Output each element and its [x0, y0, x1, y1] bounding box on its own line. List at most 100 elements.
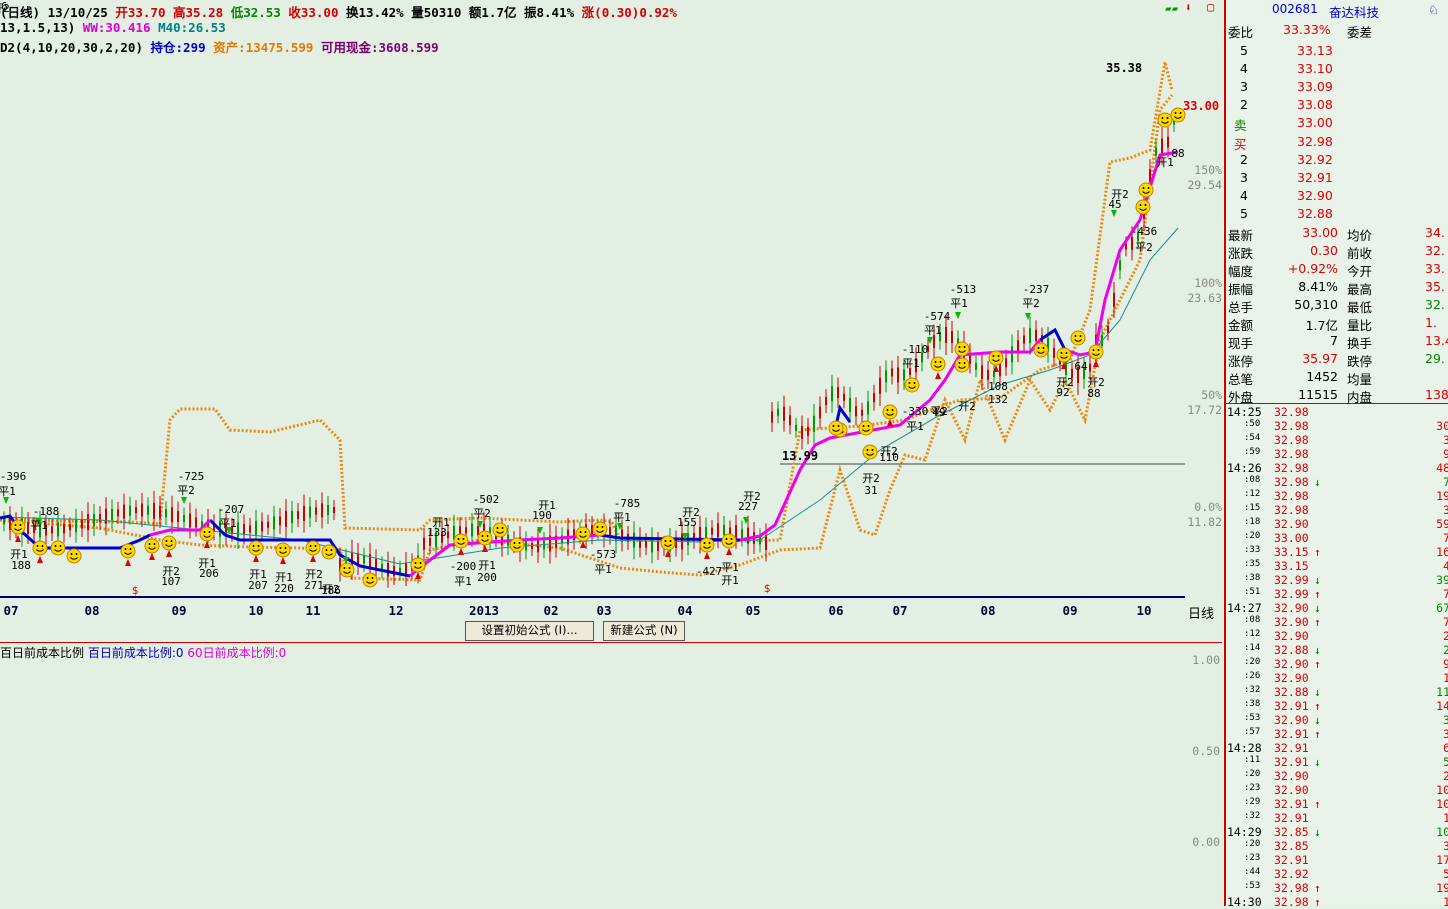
buy-arrow: [37, 556, 43, 563]
stat-value: 0.30: [1310, 243, 1338, 258]
kline-svg[interactable]: $ $: [0, 0, 1222, 640]
order-book-row[interactable]: 买 32.98: [1226, 134, 1448, 152]
tick-row[interactable]: 14:25 32.98: [1226, 405, 1448, 419]
order-book-row[interactable]: 2 33.08: [1226, 97, 1448, 115]
alert-icon[interactable]: ♘: [1428, 2, 1440, 17]
indicator-panel[interactable]: 百日前成本比例 百日前成本比例:0 60日前成本比例:0 1.00 0.50 0…: [0, 642, 1222, 907]
candle-body: [615, 525, 617, 542]
smiley-marker: [199, 526, 215, 542]
smiley-mouth: [703, 546, 711, 549]
tick-row[interactable]: :35 33.15 4: [1226, 559, 1448, 573]
tick-row[interactable]: :20 32.90 2: [1226, 769, 1448, 783]
last-price-label: 33.00: [1183, 99, 1220, 113]
tick-row[interactable]: :23 32.90 10: [1226, 783, 1448, 797]
set-initial-formula-button[interactable]: 设置初始公式 (I)...: [465, 621, 594, 641]
tick-volume: 2: [1443, 629, 1448, 643]
trade-annotation: 64: [1074, 360, 1088, 373]
order-book-row[interactable]: 3 32.91: [1226, 170, 1448, 188]
trade-annotation: 107: [161, 575, 181, 588]
tick-row[interactable]: :44 32.92 5: [1226, 867, 1448, 881]
smiley-marker: [862, 444, 878, 460]
tick-row[interactable]: :38 32.99 ↓ 39: [1226, 573, 1448, 587]
sell-arrow: [35, 518, 41, 525]
up-arrow-icon: ↑: [1314, 615, 1321, 629]
order-book-row[interactable]: 2 32.92: [1226, 152, 1448, 170]
arrow-down-icon[interactable]: ⬇: [1185, 1, 1192, 14]
tick-row[interactable]: :15 32.98 3: [1226, 503, 1448, 517]
trade-annotation: -200: [449, 560, 477, 573]
tick-row[interactable]: :32 32.91 1: [1226, 811, 1448, 825]
tick-row[interactable]: :38 32.91 ↑ 14: [1226, 699, 1448, 713]
tick-row[interactable]: :33 33.15 ↑ 16: [1226, 545, 1448, 559]
kline-chart[interactable]: $ $ (日线) 13/10/25 开33.70 高35.28 低32.53 收3…: [0, 0, 1222, 640]
candle-body: [735, 525, 737, 539]
tick-row[interactable]: :20 33.00 7: [1226, 531, 1448, 545]
trade-annotation: 平1: [219, 517, 237, 530]
candle-body: [639, 536, 641, 548]
candle-body: [405, 562, 407, 576]
tick-row[interactable]: :54 32.98 3: [1226, 433, 1448, 447]
trend-icon[interactable]: ▰▰: [1165, 2, 1179, 15]
tick-time: :08: [1244, 475, 1261, 485]
smiley-marker: [1033, 342, 1049, 358]
tick-row[interactable]: :29 32.91 ↑ 10: [1226, 797, 1448, 811]
smiley-eye: [348, 567, 351, 569]
new-formula-button[interactable]: 新建公式 (N): [603, 621, 685, 641]
tick-row[interactable]: :12 32.90 2: [1226, 629, 1448, 643]
stat-value-2: 1.: [1425, 315, 1437, 330]
order-book-row[interactable]: 3 33.09: [1226, 79, 1448, 97]
tick-time: :33: [1244, 545, 1261, 555]
order-book-row[interactable]: 5 32.88: [1226, 206, 1448, 224]
tick-row[interactable]: :11 32.91 ↓ 5: [1226, 755, 1448, 769]
high-label: 高35.28: [173, 5, 224, 20]
smiley-eye: [284, 547, 287, 549]
tick-row[interactable]: 14:27 32.90 ↓ 67: [1226, 601, 1448, 615]
tick-row[interactable]: :23 32.91 17: [1226, 853, 1448, 867]
order-book-row[interactable]: 卖 33.00: [1226, 115, 1448, 133]
tick-row[interactable]: :08 32.98 ↓ 7: [1226, 475, 1448, 489]
tick-row[interactable]: :53 32.98 ↑ 19: [1226, 881, 1448, 895]
tick-row[interactable]: :20 32.90 ↑ 9: [1226, 657, 1448, 671]
window-icon[interactable]: ▢: [1207, 0, 1215, 14]
sell-arrow: [343, 557, 349, 564]
tick-row[interactable]: :53 32.90 ↓ 3: [1226, 713, 1448, 727]
smiley-eye: [309, 545, 312, 547]
tick-row[interactable]: :14 32.88 ↓ 2: [1226, 643, 1448, 657]
candle-body: [243, 524, 245, 536]
tick-row[interactable]: :12 32.98 19: [1226, 489, 1448, 503]
order-book-row[interactable]: 4 33.10: [1226, 61, 1448, 79]
tick-row[interactable]: :26 32.90 1: [1226, 671, 1448, 685]
candle-body: [939, 332, 941, 342]
tick-price: 32.98: [1274, 489, 1309, 503]
tick-row[interactable]: 14:26 32.98 48: [1226, 461, 1448, 475]
tick-row[interactable]: :59 32.98 9: [1226, 447, 1448, 461]
trade-annotation: 45: [1108, 198, 1122, 211]
tick-row[interactable]: :51 32.99 ↑ 7: [1226, 587, 1448, 601]
order-price: 32.91: [1297, 170, 1333, 185]
ratio-label: 委比: [1228, 25, 1254, 40]
tick-row[interactable]: 14:28 32.91 6: [1226, 741, 1448, 755]
tick-row[interactable]: :08 32.90 ↑ 7: [1226, 615, 1448, 629]
candle-body: [465, 527, 467, 534]
trade-annotation: -725: [177, 470, 205, 483]
tick-row[interactable]: 14:29 32.85 ↓ 10: [1226, 825, 1448, 839]
candle-body: [981, 365, 983, 380]
quote-stat-row: 幅度 +0.92% 今开 33.: [1226, 261, 1448, 279]
tick-row[interactable]: :50 32.98 30: [1226, 419, 1448, 433]
order-book-row[interactable]: 5 33.13: [1226, 43, 1448, 61]
axis-pct-100: 100%: [1194, 276, 1222, 290]
trade-annotation: 平2: [1022, 297, 1040, 310]
diff-label: 委差: [1347, 25, 1373, 40]
tick-row[interactable]: :20 32.85 3: [1226, 839, 1448, 853]
smiley-eye: [41, 545, 44, 547]
smiley-eye: [669, 540, 672, 542]
quote-panel[interactable]: 002681 奋达科技 ♘ 委比 33.33% 委差 5 33.13 4 33.10 3…: [1224, 0, 1448, 909]
tick-row[interactable]: :57 32.91 ↑ 3: [1226, 727, 1448, 741]
tick-row[interactable]: :32 32.88 ↓ 11: [1226, 685, 1448, 699]
order-book-row[interactable]: 4 32.90: [1226, 188, 1448, 206]
stat-value-2: 34.: [1425, 225, 1445, 240]
tick-time: :50: [1244, 419, 1261, 429]
tick-row[interactable]: 14:30 32.98 ↑ 1: [1226, 895, 1448, 909]
tick-row[interactable]: :18 32.90 59: [1226, 517, 1448, 531]
tick-time: 14:25: [1227, 405, 1262, 419]
